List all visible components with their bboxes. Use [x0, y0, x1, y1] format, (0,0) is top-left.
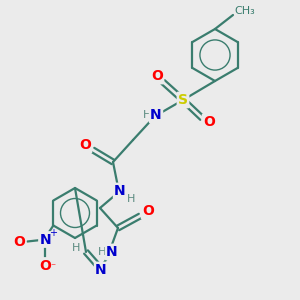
Text: O: O [39, 259, 51, 272]
Text: N: N [40, 232, 51, 247]
Text: H: H [98, 247, 106, 257]
Text: N: N [114, 184, 126, 198]
Text: O: O [151, 69, 163, 83]
Text: O: O [142, 204, 154, 218]
Text: O: O [79, 138, 91, 152]
Text: S: S [178, 93, 188, 107]
Text: H: H [143, 110, 151, 120]
Text: O: O [203, 115, 215, 129]
Text: O: O [14, 235, 25, 248]
Text: N: N [106, 245, 118, 259]
Text: H: H [127, 194, 135, 204]
Text: N: N [150, 108, 162, 122]
Text: ⁻: ⁻ [51, 262, 56, 272]
Text: +: + [49, 229, 57, 238]
Text: N: N [95, 263, 107, 277]
Text: H: H [72, 243, 80, 253]
Text: CH₃: CH₃ [235, 6, 255, 16]
